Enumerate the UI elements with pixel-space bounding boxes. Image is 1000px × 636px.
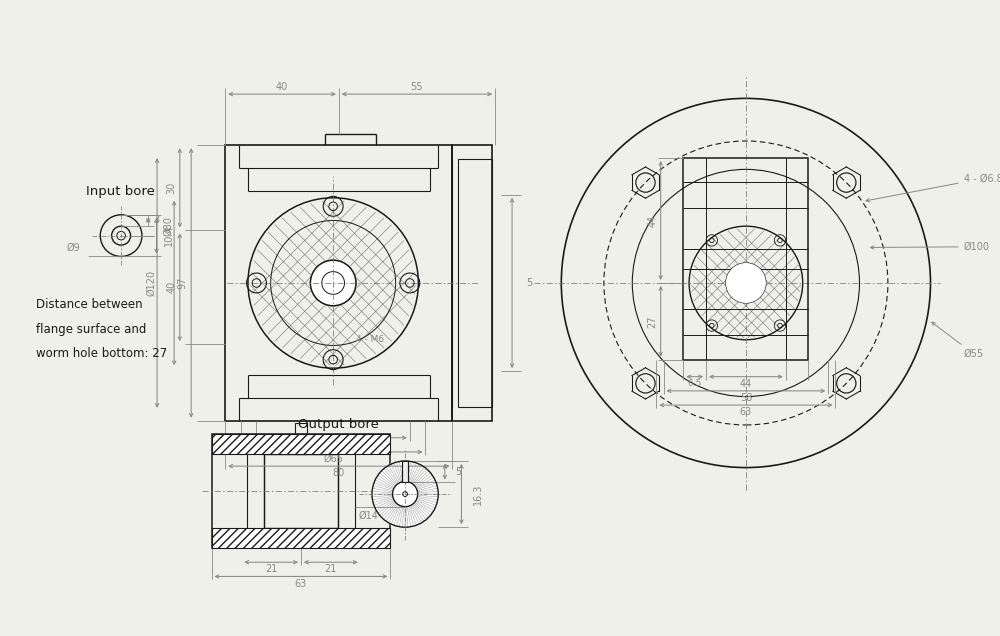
Text: 21: 21 bbox=[265, 564, 277, 574]
Text: Ø14: Ø14 bbox=[359, 511, 379, 521]
Text: Ø65: Ø65 bbox=[323, 454, 343, 464]
Text: 63: 63 bbox=[295, 579, 307, 588]
Bar bbox=[212, 434, 390, 548]
Bar bbox=[212, 434, 390, 454]
Text: Distance between: Distance between bbox=[36, 298, 143, 311]
Text: Ø55: Ø55 bbox=[932, 322, 984, 359]
Text: 6.5: 6.5 bbox=[688, 379, 702, 389]
Text: Input bore: Input bore bbox=[86, 184, 155, 198]
Text: 5: 5 bbox=[455, 467, 461, 477]
Text: 44: 44 bbox=[740, 379, 752, 389]
Text: 4 - M6: 4 - M6 bbox=[356, 335, 384, 344]
Bar bbox=[212, 528, 390, 548]
Bar bbox=[264, 454, 338, 528]
Circle shape bbox=[372, 461, 438, 527]
Text: 27: 27 bbox=[647, 315, 657, 328]
Bar bbox=[402, 461, 408, 483]
Text: 54: 54 bbox=[327, 440, 339, 450]
Text: Ø100: Ø100 bbox=[870, 242, 990, 252]
Bar bbox=[295, 423, 307, 434]
Text: 30: 30 bbox=[166, 182, 176, 194]
Text: 44: 44 bbox=[647, 214, 657, 226]
Bar bbox=[225, 145, 452, 420]
Bar bbox=[458, 160, 492, 406]
Text: 5: 5 bbox=[526, 278, 532, 288]
Circle shape bbox=[393, 481, 418, 507]
Text: Output bore: Output bore bbox=[298, 418, 379, 431]
Text: 16.3: 16.3 bbox=[473, 483, 483, 505]
Circle shape bbox=[311, 261, 355, 305]
Text: 63: 63 bbox=[740, 407, 752, 417]
Text: Ø80: Ø80 bbox=[163, 216, 173, 236]
Text: 55: 55 bbox=[411, 82, 423, 92]
Text: 58: 58 bbox=[740, 393, 752, 403]
Bar bbox=[683, 158, 808, 359]
Text: 4 - Ø6.8: 4 - Ø6.8 bbox=[866, 174, 1000, 202]
Circle shape bbox=[727, 264, 765, 302]
Bar bbox=[295, 443, 307, 454]
Text: 10.4: 10.4 bbox=[164, 225, 174, 246]
Text: worm hole bottom: 27: worm hole bottom: 27 bbox=[36, 347, 167, 361]
Text: 3: 3 bbox=[153, 216, 160, 226]
Text: 21: 21 bbox=[325, 564, 337, 574]
Bar bbox=[452, 145, 492, 420]
Text: 80: 80 bbox=[333, 468, 345, 478]
Text: Ø9: Ø9 bbox=[66, 243, 80, 253]
Text: Ø120: Ø120 bbox=[146, 270, 156, 296]
Text: 97: 97 bbox=[178, 277, 188, 289]
Text: 40: 40 bbox=[276, 82, 288, 92]
Text: 40: 40 bbox=[166, 281, 176, 293]
Text: flange surface and: flange surface and bbox=[36, 323, 146, 336]
